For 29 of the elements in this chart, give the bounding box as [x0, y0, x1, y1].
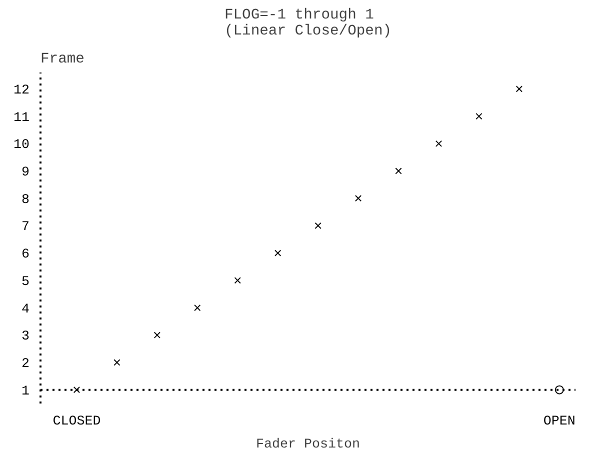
y-tick-label: 4	[22, 302, 30, 318]
chart-title: FLOG=-1 through 1 (Linear Close/Open)	[224, 8, 392, 40]
y-tick-label: 10	[14, 138, 30, 154]
y-tick-label: 8	[22, 192, 30, 208]
point	[314, 222, 322, 230]
y-tick-label: 9	[22, 165, 30, 180]
point	[154, 332, 160, 338]
point	[476, 112, 482, 120]
y-tick-label: 3	[22, 330, 30, 345]
y-tick-label: 1	[22, 384, 30, 400]
y-tick-label: 2	[22, 356, 30, 372]
x-tick-label: CLOSED	[52, 414, 101, 430]
y-tick-label: 7	[22, 220, 30, 236]
y-tick-label: 11	[14, 110, 30, 126]
point	[114, 359, 120, 366]
y-tick-label: 5	[22, 274, 30, 290]
point	[234, 277, 241, 284]
point	[194, 304, 201, 312]
point	[516, 86, 523, 92]
point	[274, 250, 282, 256]
point	[435, 140, 442, 147]
y-axis-title: Frame	[40, 52, 84, 68]
point	[73, 386, 80, 394]
y-tick-label: 6	[22, 248, 30, 263]
x-tick-label: OPEN	[543, 414, 576, 430]
point	[395, 168, 402, 174]
x-axis-title: Fader Positon	[256, 438, 360, 452]
y-tick-label: 12	[14, 83, 30, 98]
point	[354, 195, 362, 202]
